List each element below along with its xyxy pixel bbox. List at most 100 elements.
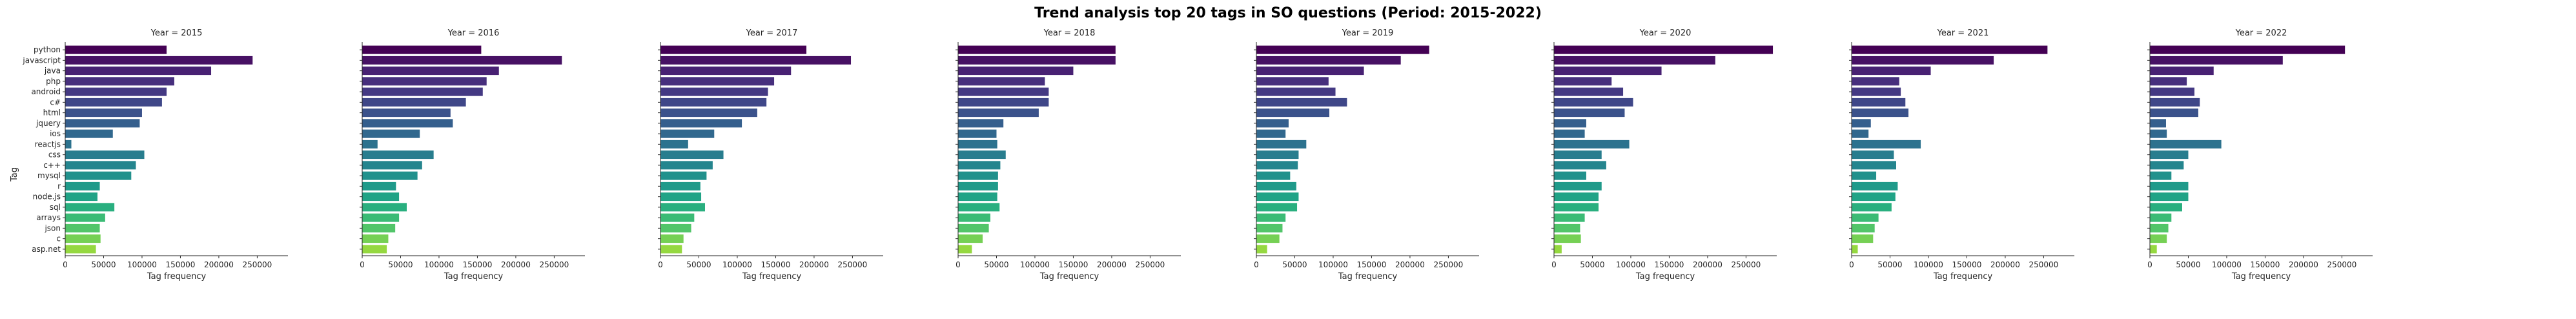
x-tick-label: 100000: [1020, 260, 1050, 269]
x-axis-label: Tag frequency: [147, 272, 207, 282]
x-tick-label: 200000: [1395, 260, 1425, 269]
y-tick-label: r: [57, 181, 61, 190]
bar-android: [1554, 87, 1624, 96]
x-tick-label: 100000: [2212, 260, 2242, 269]
bar-jquery: [2150, 119, 2166, 128]
bar-python: [660, 45, 807, 54]
bar-android: [2150, 87, 2194, 96]
bar-sql: [2150, 203, 2182, 212]
bar-arrays: [1256, 213, 1286, 222]
bar-jquery: [65, 119, 140, 128]
bar-jquery: [958, 119, 1004, 128]
bar-arrays: [362, 213, 400, 222]
bar-c-: [660, 161, 713, 170]
bar-android: [362, 87, 483, 96]
x-tick-label: 100000: [1318, 260, 1348, 269]
panel-1: Year = 2016 0 50000 100000 150000 200000 25000…: [360, 28, 585, 282]
x-tick-label: 0: [63, 260, 68, 269]
bar-php: [1554, 77, 1612, 86]
bar-mysql: [958, 171, 998, 180]
panel-title: Year = 2020: [1639, 28, 1692, 38]
bar-python: [362, 45, 482, 54]
x-tick-label: 150000: [2251, 260, 2280, 269]
bar-jquery: [1256, 119, 1289, 128]
x-tick-label: 250000: [1434, 260, 1464, 269]
bar-css: [362, 150, 434, 160]
x-tick-label: 50000: [1877, 260, 1902, 269]
bar-html: [1852, 108, 1909, 118]
x-tick-label: 200000: [1990, 260, 2020, 269]
panel-title: Year = 2018: [1043, 28, 1096, 38]
bar-ios: [1256, 129, 1286, 138]
x-tick-label: 50000: [1282, 260, 1307, 269]
x-tick-label: 200000: [2289, 260, 2318, 269]
bar-ios: [65, 129, 113, 138]
bar-c: [362, 234, 389, 243]
bar-json: [2150, 223, 2169, 232]
x-tick-label: 50000: [686, 260, 711, 269]
x-tick-label: 0: [658, 260, 663, 269]
bar-html: [958, 108, 1039, 118]
x-axis-label: Tag frequency: [444, 272, 504, 282]
bar-c-: [958, 98, 1049, 107]
bar-python: [2150, 45, 2346, 54]
y-tick-label: python: [34, 45, 61, 54]
bar-android: [1256, 87, 1336, 96]
bar-reactjs: [1256, 139, 1307, 149]
bar-ios: [958, 129, 997, 138]
bar-php: [65, 77, 174, 86]
bar-css: [1256, 150, 1299, 160]
y-tick-label: php: [46, 77, 61, 86]
bar-java: [1852, 67, 1931, 76]
x-tick-label: 0: [1849, 260, 1854, 269]
y-tick-label: css: [48, 150, 61, 160]
x-tick-label: 250000: [540, 260, 569, 269]
x-tick-label: 0: [360, 260, 365, 269]
bar-php: [1852, 77, 1899, 86]
bar-json: [958, 223, 989, 232]
x-tick-label: 50000: [984, 260, 1008, 269]
x-tick-label: 0: [1551, 260, 1557, 269]
bar-json: [1256, 223, 1283, 232]
bar-c-: [1256, 98, 1347, 107]
bar-mysql: [660, 171, 707, 180]
bar-r: [1554, 181, 1602, 190]
bar-asp-net: [362, 245, 387, 254]
x-tick-label: 150000: [1655, 260, 1684, 269]
bar-mysql: [65, 171, 132, 180]
x-tick-label: 0: [956, 260, 961, 269]
bar-javascript: [1554, 56, 1715, 65]
bar-javascript: [65, 56, 253, 65]
bar-json: [1852, 223, 1875, 232]
x-tick-label: 100000: [1616, 260, 1646, 269]
bar-sql: [1852, 203, 1892, 212]
bar-json: [362, 223, 396, 232]
bar-asp-net: [2150, 245, 2157, 254]
y-tick-label: reactjs: [35, 139, 61, 149]
y-tick-label: android: [31, 87, 61, 96]
x-tick-label: 250000: [1732, 260, 1761, 269]
y-tick-label: html: [43, 108, 61, 118]
bar-c-: [2150, 98, 2200, 107]
bar-json: [65, 223, 100, 232]
bar-c-: [1852, 161, 1896, 170]
bar-mysql: [1852, 171, 1877, 180]
bar-ios: [2150, 129, 2167, 138]
x-axis-label: Tag frequency: [1635, 272, 1695, 282]
bar-css: [1554, 150, 1602, 160]
bar-r: [1256, 181, 1296, 190]
bar-php: [1256, 77, 1329, 86]
bar-python: [1554, 45, 1774, 54]
bar-r: [958, 181, 998, 190]
bar-c-: [65, 98, 162, 107]
bar-php: [958, 77, 1045, 86]
bar-python: [1852, 45, 2048, 54]
x-tick-label: 200000: [1097, 260, 1127, 269]
panel-4: Year = 2019 0 50000 100000 150000 200000 25000…: [1254, 28, 1479, 282]
bar-json: [660, 223, 691, 232]
x-tick-label: 200000: [1693, 260, 1722, 269]
bar-arrays: [65, 213, 105, 222]
bar-html: [2150, 108, 2198, 118]
panel-5: Year = 2020 0 50000 100000 150000 200000 25000…: [1551, 28, 1777, 282]
bar-c-: [958, 161, 1001, 170]
